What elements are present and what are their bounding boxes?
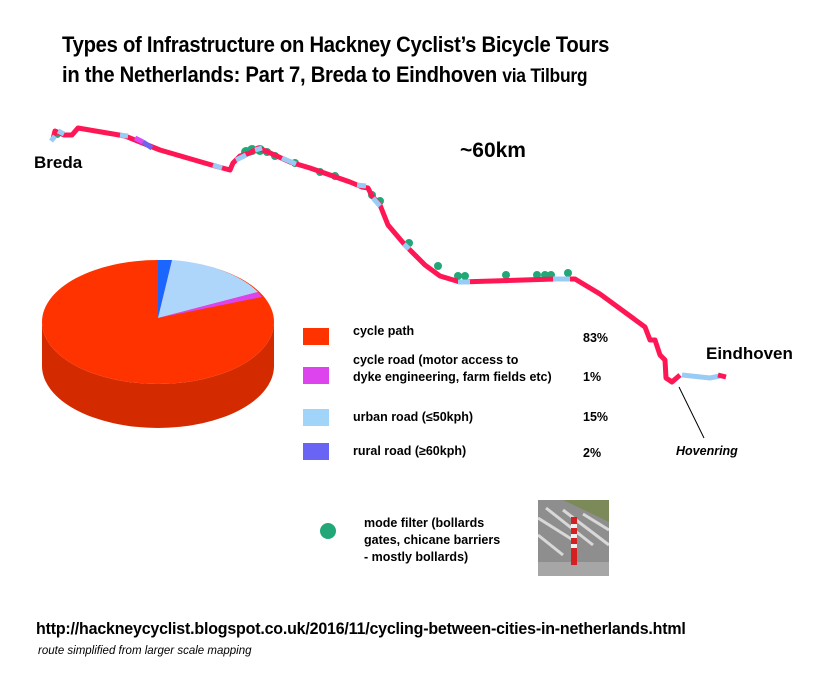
legend-pct-cycle-road: 1% bbox=[583, 370, 602, 384]
end-city-label: Eindhoven bbox=[706, 344, 793, 363]
mode-filter-line1: mode filter (bollards bbox=[364, 516, 485, 530]
footnote: route simplified from larger scale mappi… bbox=[38, 645, 252, 657]
legend-pct-cycle-path: 83% bbox=[583, 331, 609, 345]
pie-chart bbox=[42, 260, 274, 428]
title-line-2: in the Netherlands: Part 7, Breda to Ein… bbox=[62, 60, 609, 92]
route-end bbox=[717, 372, 727, 380]
legend-pct-urban-road: 15% bbox=[583, 410, 609, 424]
hovenring-pointer bbox=[678, 386, 705, 439]
legend-swatch-urban-road bbox=[303, 409, 329, 426]
pie-slice-cycle-road bbox=[158, 292, 262, 318]
urban-road-segments bbox=[49, 128, 721, 381]
legend-swatch-rural-road bbox=[303, 443, 329, 460]
legend-label-cycle-road-line2: dyke engineering, farm fields etc) bbox=[353, 370, 552, 384]
cycle-road-segment bbox=[133, 135, 145, 145]
source-url[interactable]: http://hackneycyclist.blogspot.co.uk/201… bbox=[36, 619, 686, 638]
mode-filter-line2: gates, chicane barriers bbox=[364, 533, 501, 547]
page-title: Types of Infrastructure on Hackney Cycli… bbox=[62, 30, 609, 92]
distance-label: ~60km bbox=[460, 139, 526, 162]
legend-label-cycle-path: cycle path bbox=[353, 324, 415, 338]
legend-swatch-cycle-path bbox=[303, 328, 329, 345]
legend-swatch-cycle-road bbox=[303, 367, 329, 384]
bollard-icon bbox=[538, 500, 609, 576]
green-dot-icon bbox=[320, 523, 336, 539]
title-line-2-main: in the Netherlands: Part 7, Breda to Ein… bbox=[62, 62, 497, 87]
legend-pct-rural-road: 2% bbox=[583, 446, 602, 460]
rural-road-segment bbox=[141, 139, 154, 151]
mode-filter-line3: - mostly bollards) bbox=[364, 550, 469, 564]
title-line-1: Types of Infrastructure on Hackney Cycli… bbox=[62, 32, 610, 57]
hovenring-label: Hovenring bbox=[676, 444, 738, 458]
legend-label-cycle-road: cycle road (motor access to dyke enginee… bbox=[353, 352, 552, 386]
legend-label-rural-road: rural road (≥60kph) bbox=[353, 444, 467, 458]
legend-label-mode-filter: mode filter (bollards gates, chicane bar… bbox=[364, 515, 500, 566]
title-line-2-suffix: via Tilburg bbox=[502, 66, 588, 87]
pie-slice-urban-road bbox=[158, 260, 258, 318]
start-city-label: Breda bbox=[34, 153, 83, 172]
bollard-photo bbox=[538, 500, 609, 576]
legend-label-cycle-road-line1: cycle road (motor access to bbox=[353, 353, 519, 367]
legend-label-urban-road: urban road (≤50kph) bbox=[353, 410, 474, 424]
